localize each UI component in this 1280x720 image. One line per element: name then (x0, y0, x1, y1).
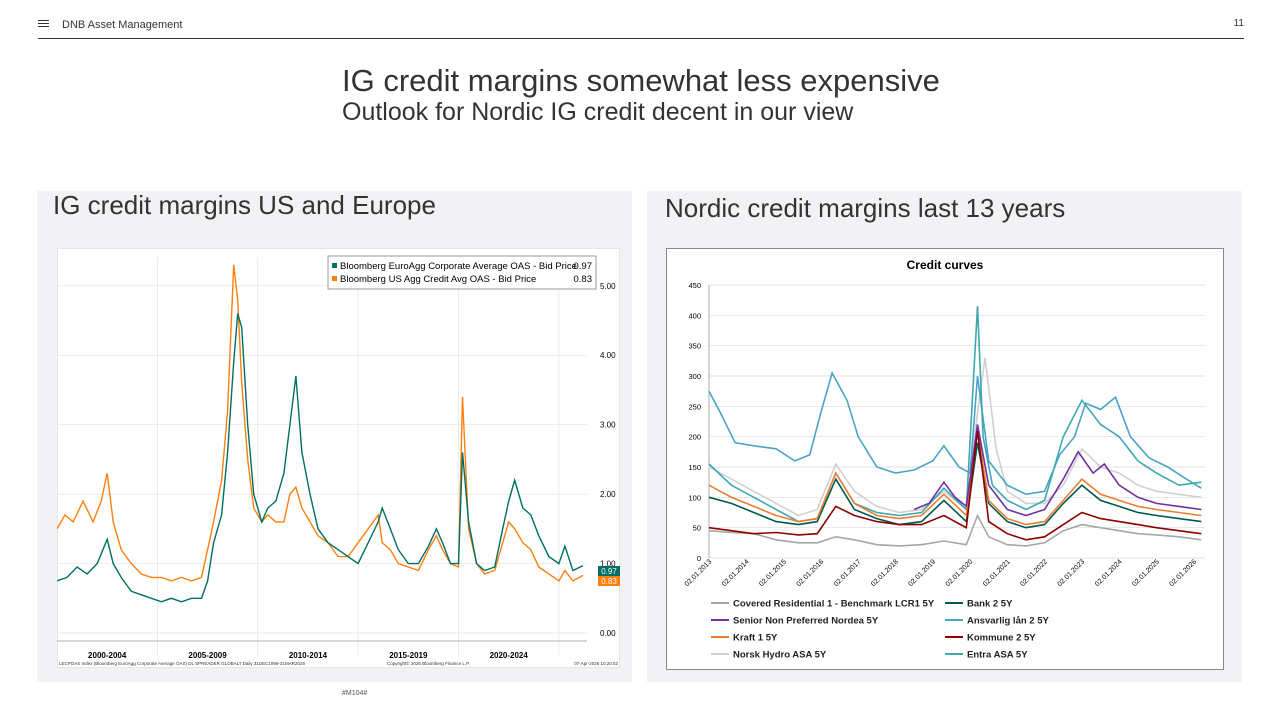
x-tick-label: 02.01.2020 (945, 558, 975, 588)
chart-title: Credit curves (907, 258, 984, 272)
last-value-us: 0.83 (601, 577, 617, 586)
legend-label-us: Bloomberg US Agg Credit Avg OAS - Bid Pr… (340, 274, 536, 285)
y-tick-label: 400 (688, 311, 701, 320)
x-tick-label: 2020-2024 (490, 651, 529, 660)
y-tick-label: 250 (688, 402, 701, 411)
legend-swatch-us (332, 276, 337, 281)
us-oas-line (56, 264, 584, 582)
last-value-badge-us (598, 576, 620, 586)
y-tick-label: 350 (688, 342, 701, 351)
legend-value-euro: 0.97 (574, 261, 593, 272)
legend-label-bank: Bank 2 5Y (967, 599, 1013, 610)
top-bar: DNB Asset Management 11 (38, 16, 1244, 39)
ig-margins-chart-container: 5.00 4.00 3.00 2.00 1.00 0.00 2000-2004 2005-2… (56, 247, 621, 669)
copyright-note: Copyright© 2026 Bloomberg Finance L.P. (387, 660, 470, 666)
source-note: LECPOAS Index (Bloomberg EuroAgg Corpora… (59, 661, 305, 666)
legend-value-us: 0.83 (574, 274, 593, 285)
euro-oas-line (56, 313, 584, 603)
legend-label-ansvarlig: Ansvarlig lån 2 5Y (967, 616, 1050, 627)
legend-label-euro: Bloomberg EuroAgg Corporate Average OAS … (340, 261, 577, 272)
x-tick-label: 02.01.2014 (721, 558, 751, 588)
brand-name: DNB Asset Management (62, 19, 183, 31)
x-tick-label: 2005-2009 (188, 651, 227, 660)
y-tick-label: 1.00 (600, 560, 616, 569)
page-number: 11 (1233, 18, 1244, 29)
legend-label-hydro: Norsk Hydro ASA 5Y (733, 650, 827, 661)
x-tick-label: 2000-2004 (88, 651, 127, 660)
hamburger-icon[interactable] (38, 20, 49, 28)
legend-box (327, 255, 597, 290)
legend-label-entra: Entra ASA 5Y (967, 650, 1028, 661)
nordic-margins-chart: Credit curves 0 50 100 150 200 250 300 350 400 45… (684, 258, 1205, 661)
series-line-bank (708, 442, 1202, 529)
series-line-ansvarlig (708, 370, 1202, 496)
x-tick-label: 02.01.2022 (1019, 558, 1049, 588)
ig-margins-chart: 5.00 4.00 3.00 2.00 1.00 0.00 2000-2004 2005-2… (56, 247, 621, 669)
legend-label-senior: Senior Non Preferred Nordea 5Y (733, 616, 879, 627)
last-value-badge-euro (598, 566, 620, 576)
series-line-senior (913, 424, 1202, 517)
x-tick-label: 02.01.2021 (982, 558, 1012, 588)
y-tick-label: 0 (697, 554, 701, 563)
series-line-kommune (708, 430, 1202, 541)
nordic-margins-chart-container: Credit curves 0 50 100 150 200 250 300 350 400 45… (666, 248, 1224, 670)
slide-subtitle: Outlook for Nordic IG credit decent in o… (342, 98, 854, 126)
y-tick-label: 2.00 (600, 490, 616, 499)
y-tick-label: 100 (688, 493, 701, 502)
series-line-hydro (708, 357, 1202, 517)
legend-label-covered: Covered Residential 1 - Benchmark LCR1 5… (733, 599, 935, 610)
y-tick-label: 150 (688, 463, 701, 472)
y-tick-label: 300 (688, 372, 701, 381)
y-tick-label: 0.00 (600, 629, 616, 638)
x-tick-label: 2015-2019 (389, 651, 428, 660)
y-tick-label: 4.00 (600, 351, 616, 360)
x-tick-label: 02.01.2018 (870, 558, 900, 588)
y-tick-label: 200 (688, 433, 701, 442)
legend-label-kommune: Kommune 2 5Y (967, 633, 1036, 644)
last-value-euro: 0.97 (601, 567, 617, 576)
y-tick-label: 5.00 (600, 282, 616, 291)
y-tick-label: 450 (688, 281, 701, 290)
footnote: #M104# (342, 690, 368, 697)
x-tick-label: 02.01.2024 (1094, 558, 1124, 588)
x-tick-label: 02.01.2019 (907, 558, 937, 588)
y-tick-label: 50 (693, 524, 701, 533)
x-tick-label: 02.01.2017 (833, 558, 863, 588)
legend-swatch-euro (332, 263, 337, 268)
left-panel-title: IG credit margins US and Europe (53, 190, 436, 220)
timestamp-note: 07-Apr-2026 10:20:52 (574, 661, 618, 666)
legend-label-kraft: Kraft 1 5Y (733, 633, 778, 644)
x-tick-label: 02.01.2023 (1057, 558, 1087, 588)
series-line-entra (708, 306, 1202, 523)
x-tick-label: 02.01.2016 (796, 558, 826, 588)
x-tick-label: 02.01.2015 (758, 558, 788, 588)
x-tick-label: 02.01.2026 (1168, 558, 1198, 588)
x-tick-label: 02.01.2025 (1131, 558, 1161, 588)
slide-title: IG credit margins somewhat less expensiv… (342, 63, 940, 98)
y-tick-label: 3.00 (600, 421, 616, 430)
x-tick-label: 2010-2014 (289, 651, 328, 660)
right-panel-title: Nordic credit margins last 13 years (665, 193, 1066, 223)
series-line-covered (708, 513, 1202, 547)
